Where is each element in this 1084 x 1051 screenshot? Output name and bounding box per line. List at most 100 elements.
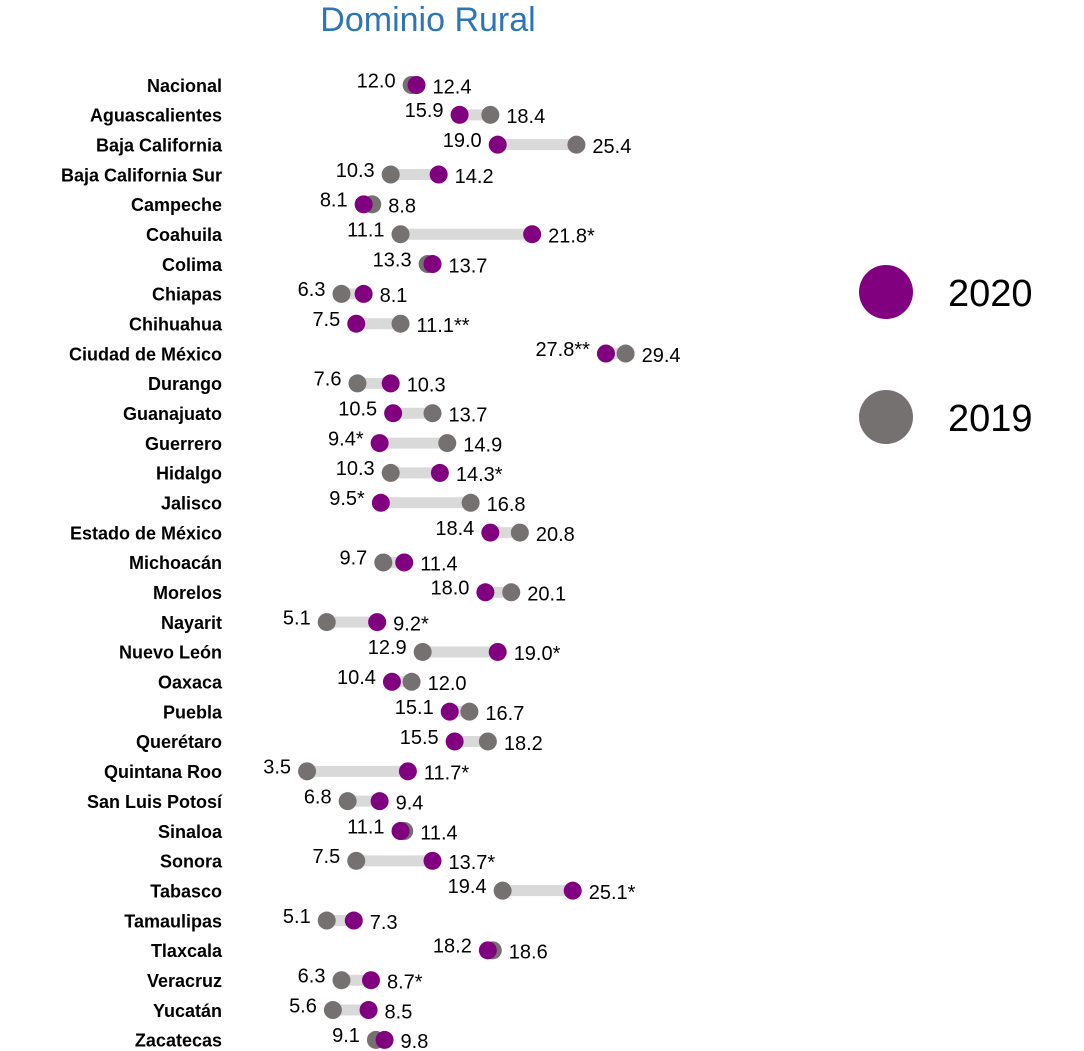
dot [481, 523, 500, 542]
value-label: 9.5* [329, 488, 365, 510]
dot [370, 434, 389, 453]
dot [423, 851, 442, 870]
dot [391, 225, 410, 244]
value-label: 20.1 [527, 584, 566, 606]
value-label: 11.1** [417, 315, 470, 337]
value-label: 13.3 [373, 249, 412, 271]
dot [429, 165, 448, 184]
dot [375, 1030, 394, 1049]
category-label: Hidalgo [156, 464, 222, 484]
dot [381, 374, 400, 393]
value-label: 10.3 [336, 458, 375, 480]
dot [567, 135, 586, 154]
category-label: Sinaloa [158, 822, 223, 842]
value-label: 10.3 [407, 375, 446, 397]
value-label: 16.8 [487, 494, 526, 516]
value-label: 8.1 [320, 190, 348, 212]
category-label: Chihuahua [129, 314, 223, 334]
value-label: 9.2* [393, 613, 429, 635]
dot [382, 672, 401, 691]
category-label: Guerrero [145, 434, 222, 454]
dot [563, 881, 582, 900]
dot [344, 911, 363, 930]
dot [347, 314, 366, 333]
value-label: 5.1 [283, 607, 311, 629]
category-label: Tabasco [150, 881, 222, 901]
value-label: 10.4 [337, 667, 376, 689]
value-label: 8.8 [388, 196, 416, 218]
dot [332, 971, 351, 990]
value-label: 11.4 [420, 822, 457, 844]
value-label: 15.1 [395, 697, 434, 719]
category-label: Nayarit [161, 613, 222, 633]
dot [338, 792, 357, 811]
dot [523, 225, 542, 244]
category-label: Nuevo León [119, 643, 222, 663]
legend-swatch [859, 390, 913, 444]
dot [510, 523, 529, 542]
value-label: 6.3 [298, 279, 326, 301]
value-label: 20.8 [536, 524, 575, 546]
dot [478, 941, 497, 960]
dot [430, 463, 449, 482]
dot [440, 702, 459, 721]
category-label: Campeche [131, 195, 222, 215]
dot [298, 762, 317, 781]
value-label: 19.0* [514, 643, 561, 665]
value-label: 12.0 [428, 673, 467, 695]
dot [478, 732, 497, 751]
value-label: 11.1 [347, 816, 384, 838]
value-label: 11.4 [420, 554, 457, 576]
value-label: 7.3 [370, 912, 398, 934]
dot [616, 344, 635, 363]
dot [370, 792, 389, 811]
value-label: 12.9 [368, 637, 407, 659]
value-label: 27.8** [535, 339, 590, 361]
dot [395, 553, 414, 572]
value-label: 7.6 [314, 369, 342, 391]
dot [391, 314, 410, 333]
dot [368, 613, 387, 632]
dot [354, 284, 373, 303]
dot [362, 971, 381, 990]
dot [445, 732, 464, 751]
value-label: 14.3* [456, 464, 503, 486]
dot [348, 374, 367, 393]
value-label: 21.8* [548, 225, 595, 247]
value-label: 8.1 [380, 285, 408, 307]
value-label: 13.7 [449, 405, 488, 427]
dot [317, 613, 336, 632]
value-label: 14.2 [455, 166, 494, 188]
value-label: 7.5 [312, 309, 340, 331]
value-label: 5.1 [283, 906, 311, 928]
value-label: 12.0 [357, 70, 396, 92]
value-label: 9.4* [328, 428, 364, 450]
dot [398, 762, 417, 781]
dot [354, 195, 373, 214]
value-label: 12.4 [433, 76, 472, 98]
category-label: Durango [148, 374, 222, 394]
dot [488, 642, 507, 661]
category-label: Zacatecas [135, 1031, 222, 1051]
value-label: 13.7 [449, 255, 488, 277]
value-label: 9.8 [401, 1031, 429, 1051]
category-label: Tlaxcala [151, 941, 223, 961]
category-label: San Luis Potosí [87, 792, 223, 812]
category-label: Quintana Roo [104, 762, 222, 782]
dot [476, 583, 495, 602]
category-label: Baja California Sur [61, 165, 222, 185]
category-label: Jalisco [161, 494, 222, 514]
value-label: 9.7 [339, 548, 367, 570]
value-label: 25.1* [589, 882, 636, 904]
value-label: 15.9 [405, 100, 444, 122]
value-label: 15.5 [400, 727, 439, 749]
value-label: 10.3 [336, 160, 375, 182]
value-label: 18.4 [506, 106, 545, 128]
value-label: 18.2 [433, 936, 472, 958]
value-label: 19.4 [448, 876, 487, 898]
dot [402, 672, 421, 691]
category-label: Querétaro [136, 732, 222, 752]
value-label: 3.5 [263, 757, 291, 779]
dot [374, 553, 393, 572]
